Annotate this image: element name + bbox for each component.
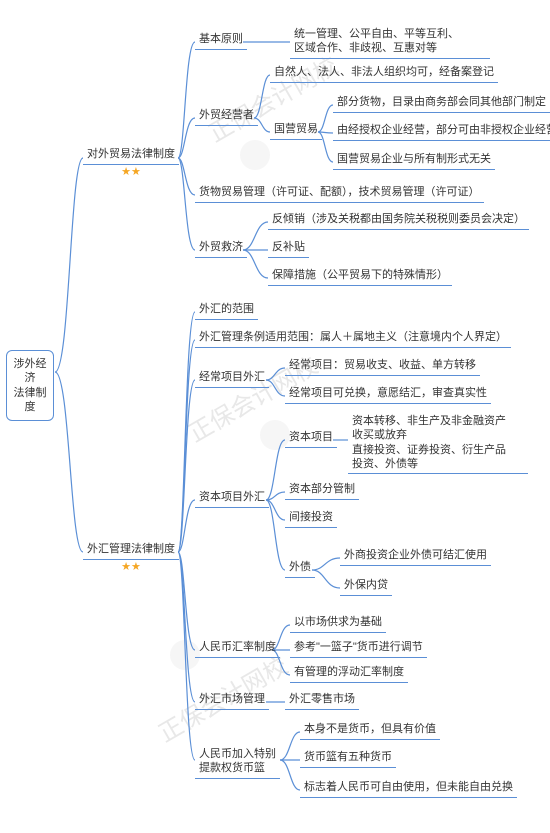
root-node: 涉外经济法律制度 [6,350,54,421]
node-state-d3: 国营贸易企业与所有制形式无关 [333,150,495,170]
node-current-d1: 经常项目：贸易收支、收益、单方转移 [285,356,480,376]
stars-foreign-trade: ★★ [83,165,179,178]
node-sdr-d1: 本身不是货币，但具有价值 [300,720,440,740]
node-debt-d2: 外保内贷 [340,576,392,596]
node-goods-mgmt: 货物贸易管理（许可证、配额），技术贸易管理（许可证） [195,183,484,203]
node-capital-d3: 间接投资 [285,508,337,528]
branch-foreign-trade: 对外贸易法律制度 ★★ [83,145,179,178]
node-sdr: 人民币加入特别提款权货币篮 [195,745,280,779]
node-fx-scope: 外汇的范围 [195,300,258,320]
node-remedy: 外贸救济 [195,238,247,258]
node-state-d1: 部分货物，目录由商务部会同其他部门制定 [333,93,550,113]
node-debt: 外债 [285,558,315,578]
label-foreign-trade: 对外贸易法律制度 [83,145,179,165]
label-forex: 外汇管理法律制度 [83,540,179,560]
node-market: 外汇市场管理 [195,690,269,710]
branch-forex: 外汇管理法律制度 ★★ [83,540,179,573]
node-remedy-d1: 反倾销（涉及关税都由国务院关税税则委员会决定） [268,210,529,230]
node-basic-detail: 统一管理、公平自由、平等互利、区域合作、非歧视、互惠对等 [290,25,490,59]
node-basic-principle: 基本原则 [195,30,247,50]
node-operator-d1: 自然人、法人、非法人组织均可，经备案登记 [270,63,498,83]
node-fx-regscope: 外汇管理条例适用范围：属人＋属地主义（注意境内个人界定） [195,328,511,348]
stars-forex: ★★ [83,560,179,573]
node-capital-items-detail: 资本转移、非生产及非金融资产收买或放弃直接投资、证券投资、衍生产品投资、外债等 [348,412,528,474]
node-current-d2: 经常项目可兑换，意愿结汇，审查真实性 [285,384,491,404]
node-state-d2: 由经授权企业经营，部分可由非授权企业经营 [333,121,550,141]
node-capital-d2: 资本部分管制 [285,480,359,500]
node-capital-items: 资本项目 [285,428,337,448]
node-sdr-d3: 标志着人民币可自由使用，但未能自由兑换 [300,778,517,798]
watermark-logo [240,140,270,170]
node-rate-d2: 参考"一篮子"货币进行调节 [290,638,427,658]
node-rate-d1: 以市场供求为基础 [290,613,386,633]
node-remedy-d2: 反补贴 [268,238,309,258]
node-capital-fx: 资本项目外汇 [195,488,269,508]
node-remedy-d3: 保障措施（公平贸易下的特殊情形） [268,266,452,286]
node-sdr-d2: 货币篮有五种货币 [300,748,396,768]
node-rate: 人民币汇率制度 [195,638,280,658]
node-current-fx: 经常项目外汇 [195,368,269,388]
node-market-d1: 外汇零售市场 [285,690,359,710]
node-debt-d1: 外商投资企业外债可结汇使用 [340,546,491,566]
node-rate-d3: 有管理的浮动汇率制度 [290,663,408,683]
node-operator: 外贸经营者 [195,106,258,126]
node-state-trade: 国营贸易 [270,120,322,140]
